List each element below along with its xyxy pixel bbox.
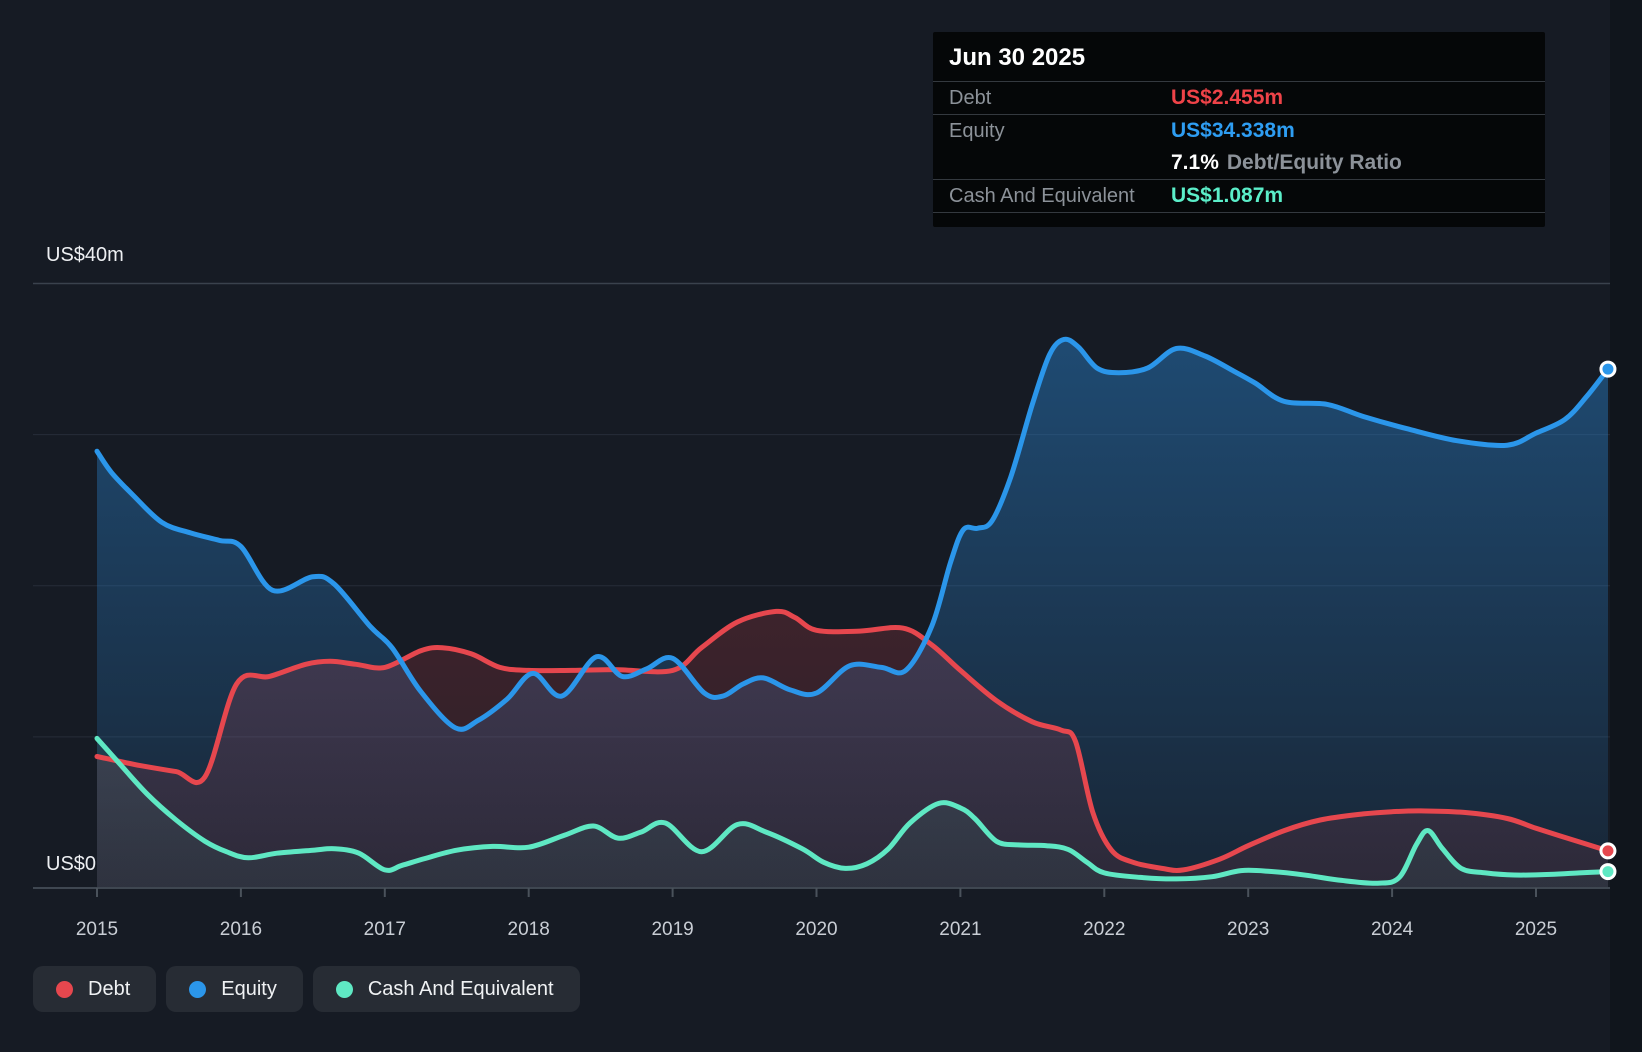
tooltip-row-equity: Equity US$34.338m <box>933 115 1545 147</box>
tooltip-row-cash: Cash And Equivalent US$1.087m <box>933 180 1545 213</box>
x-axis-label: 2016 <box>220 919 262 940</box>
cash-line <box>94 735 1610 886</box>
tooltip-cash-label: Cash And Equivalent <box>949 184 1135 207</box>
equity-end-marker[interactable] <box>1599 360 1617 378</box>
x-axis-label: 2020 <box>795 919 837 940</box>
legend-equity-label: Equity <box>221 977 277 1000</box>
tooltip-ratio-value: 7.1% <box>1171 151 1219 174</box>
x-axis-label: 2024 <box>1371 919 1414 940</box>
x-axis-label: 2023 <box>1227 919 1269 940</box>
legend-item-cash[interactable]: Cash And Equivalent <box>312 966 580 1012</box>
tooltip-row-ratio: 7.1% Debt/Equity Ratio <box>933 147 1545 180</box>
chart-tooltip: Jun 30 2025 Debt US$2.455m Equity US$34.… <box>933 32 1545 227</box>
tooltip-equity-value: US$34.338m <box>1171 119 1295 142</box>
legend-debt-label: Debt <box>88 977 131 1000</box>
tooltip-date: Jun 30 2025 <box>933 32 1545 82</box>
x-axis-label: 2015 <box>76 919 118 940</box>
right-outside-band <box>1610 0 1642 1052</box>
x-axis-label: 2019 <box>651 919 693 940</box>
tooltip-cash-value: US$1.087m <box>1171 184 1284 207</box>
tooltip-row-debt: Debt US$2.455m <box>933 82 1545 115</box>
tooltip-debt-value: US$2.455m <box>1171 86 1284 109</box>
y-axis-label-zero: US$0 <box>46 853 96 875</box>
cash-dot-icon <box>335 980 353 998</box>
x-axis-label: 2018 <box>508 919 550 940</box>
cash-area-fill <box>97 738 1608 888</box>
tooltip-equity-label: Equity <box>949 119 1005 142</box>
x-axis-label: 2025 <box>1515 919 1557 940</box>
equity-line <box>94 336 1610 732</box>
y-axis-label-top: US$40m <box>46 244 124 266</box>
x-axis-label: 2021 <box>939 919 981 940</box>
equity-dot-icon <box>189 980 207 998</box>
x-axis-labels: 2015 2016 2017 2018 2019 2020 2021 2022 2023 2024… <box>76 919 1557 940</box>
legend-item-equity[interactable]: Equity <box>166 966 303 1012</box>
tooltip-ratio-label: Debt/Equity Ratio <box>1226 151 1402 174</box>
x-axis-label: 2022 <box>1083 919 1125 940</box>
debt-line <box>94 608 1610 873</box>
x-axis-label: 2017 <box>364 919 406 940</box>
x-axis-ticks <box>96 888 1537 897</box>
debt-end-marker[interactable] <box>1599 842 1617 860</box>
debt-dot-icon <box>56 980 73 998</box>
series-end-markers <box>1599 360 1617 881</box>
tooltip-debt-label: Debt <box>949 86 992 109</box>
cash-and-equivalent-end-marker[interactable] <box>1599 863 1617 881</box>
legend-cash-label: Cash And Equivalent <box>367 977 554 1000</box>
legend-item-debt[interactable]: Debt <box>33 966 157 1012</box>
chart-legend: Debt Equity Cash And Equivalent <box>33 966 580 1012</box>
debt-area-fill <box>97 611 1608 888</box>
